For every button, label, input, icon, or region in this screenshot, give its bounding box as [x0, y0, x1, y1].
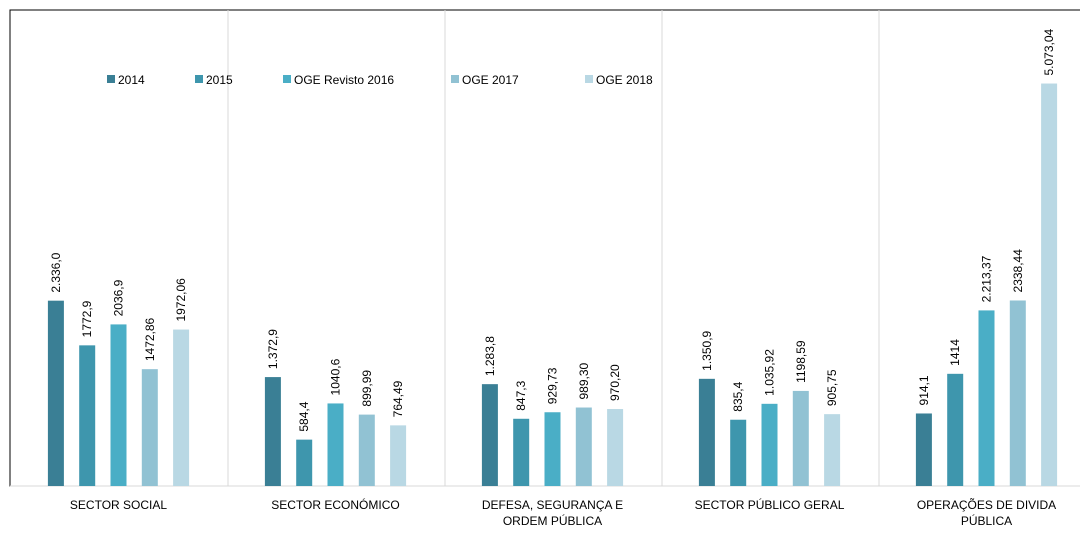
bar	[79, 345, 96, 486]
bar	[730, 419, 747, 486]
legend-label: OGE 2017	[462, 73, 519, 87]
legend-swatch	[283, 75, 291, 83]
legend-swatch	[195, 75, 203, 83]
legend-label: 2014	[118, 73, 145, 87]
bar	[1041, 83, 1058, 487]
legend-label: OGE 2018	[596, 73, 653, 87]
bar	[792, 390, 809, 486]
bar	[1009, 300, 1026, 486]
data-label: 847,3	[514, 380, 528, 410]
bar	[698, 378, 715, 486]
legend-swatch	[451, 75, 459, 83]
bar	[481, 384, 498, 486]
data-label: 1414	[948, 339, 962, 366]
data-label: 1972,06	[174, 278, 188, 322]
data-label: 914,1	[917, 375, 931, 405]
bar	[513, 418, 530, 486]
legend-swatch	[107, 75, 115, 83]
legend-swatch	[585, 75, 593, 83]
bar	[824, 414, 841, 486]
bar	[264, 377, 281, 486]
data-label: 1.350,9	[700, 330, 714, 370]
bar	[544, 412, 561, 486]
bar	[978, 310, 995, 486]
data-label: 1040,6	[329, 358, 343, 395]
x-tick-label: DEFESA, SEGURANÇA E ORDEM PÚBLICA	[481, 498, 624, 528]
bar	[390, 425, 407, 486]
bar	[915, 413, 932, 486]
bar	[173, 329, 190, 486]
x-tick-label: OPERAÇÕES DE DIVIDA PÚBLICA	[916, 498, 1057, 528]
legend-label: OGE Revisto 2016	[294, 73, 394, 87]
bar	[327, 403, 344, 486]
legend-label: 2015	[206, 73, 233, 87]
x-tick-label: SECTOR ECONÓMICO	[271, 498, 400, 512]
bar	[296, 439, 313, 486]
bar	[607, 409, 624, 486]
data-label: 835,4	[731, 381, 745, 411]
data-label: 2036,9	[112, 279, 126, 316]
x-tick-label: SECTOR PÚBLICO GERAL	[694, 498, 845, 512]
data-label: 2338,44	[1011, 249, 1025, 293]
bar	[141, 369, 158, 486]
bar	[947, 373, 964, 486]
bar	[110, 324, 127, 486]
bar	[761, 403, 778, 486]
data-label: 584,4	[297, 401, 311, 431]
data-label: 989,30	[577, 362, 591, 399]
data-label: 1.035,92	[763, 349, 777, 396]
data-label: 1198,59	[794, 340, 808, 383]
bar	[47, 300, 64, 486]
data-label: 1772,9	[80, 300, 94, 337]
data-label: 929,73	[546, 367, 560, 404]
data-label: 5.073,04	[1042, 29, 1056, 76]
data-label: 1472,86	[143, 317, 157, 361]
bar	[575, 407, 592, 486]
x-tick-label: SECTOR SOCIAL	[69, 498, 168, 512]
data-label: 899,99	[360, 370, 374, 407]
data-label: 764,49	[391, 380, 405, 417]
data-label: 1.372,9	[266, 329, 280, 369]
data-label: 905,75	[825, 369, 839, 406]
bar	[358, 414, 375, 486]
data-label: 2.213,37	[980, 255, 994, 302]
data-label: 1.283,8	[483, 336, 497, 376]
data-label: 2.336,0	[49, 252, 63, 292]
data-label: 970,20	[608, 364, 622, 401]
